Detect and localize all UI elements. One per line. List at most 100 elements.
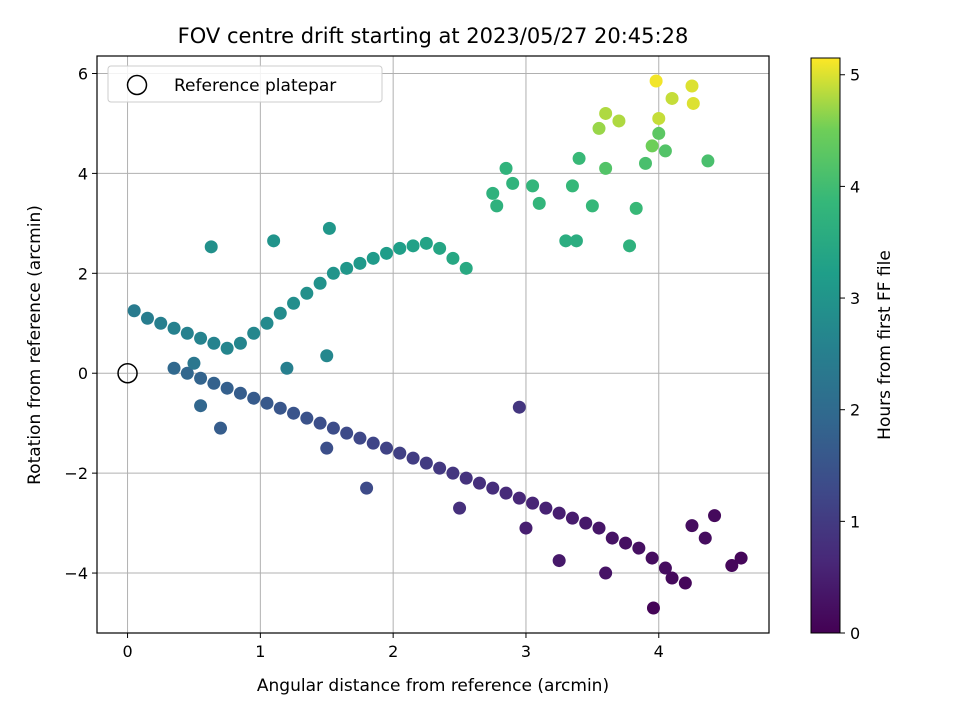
scatter-point bbox=[685, 79, 699, 93]
scatter-point bbox=[140, 311, 154, 325]
x-tick-label: 4 bbox=[654, 642, 664, 661]
scatter-point bbox=[532, 196, 546, 210]
legend-label: Reference platepar bbox=[174, 76, 336, 96]
scatter-point bbox=[638, 156, 652, 170]
scatter-point bbox=[572, 151, 586, 165]
scatter-point bbox=[686, 96, 700, 110]
scatter-point bbox=[180, 366, 194, 380]
scatter-point bbox=[605, 531, 619, 545]
scatter-point bbox=[167, 321, 181, 335]
x-axis: 0 1 2 3 4 bbox=[122, 633, 664, 661]
scatter-point bbox=[698, 531, 712, 545]
scatter-point bbox=[459, 471, 473, 485]
legend-box bbox=[107, 65, 383, 103]
scatter-point bbox=[194, 399, 208, 413]
scatter-point bbox=[599, 566, 613, 580]
scatter-point bbox=[592, 121, 606, 135]
legend: Reference platepar bbox=[107, 65, 383, 103]
scatter-point bbox=[280, 361, 294, 375]
scatter-point bbox=[472, 476, 486, 490]
scatter-point bbox=[322, 221, 336, 235]
y-axis: −4 −2 0 2 4 6 bbox=[64, 64, 97, 583]
scatter-point bbox=[446, 466, 460, 480]
scatter-point bbox=[393, 446, 407, 460]
scatter-point bbox=[658, 144, 672, 158]
scatter-point bbox=[665, 571, 679, 585]
colorbar-axis: 0 1 2 3 4 5 bbox=[840, 66, 860, 643]
scatter-point bbox=[646, 601, 660, 615]
scatter-point bbox=[180, 326, 194, 340]
scatter-point bbox=[486, 481, 500, 495]
scatter-point bbox=[599, 161, 613, 175]
scatter-point bbox=[233, 386, 247, 400]
scatter-point bbox=[214, 421, 228, 435]
y-tick-label: 0 bbox=[78, 364, 88, 383]
scatter-point bbox=[645, 139, 659, 153]
scatter-point bbox=[320, 441, 334, 455]
scatter-point bbox=[632, 541, 646, 555]
scatter-point bbox=[708, 509, 722, 523]
reference-platepar-marker bbox=[117, 362, 138, 384]
scatter-point bbox=[652, 126, 666, 140]
scatter-point bbox=[267, 234, 281, 248]
scatter-point bbox=[313, 276, 327, 290]
plot-frame bbox=[96, 55, 770, 634]
scatter-point bbox=[247, 391, 261, 405]
y-tick-label: −4 bbox=[64, 564, 88, 583]
scatter-point bbox=[459, 261, 473, 275]
scatter-point bbox=[194, 371, 208, 385]
scatter-point bbox=[559, 234, 573, 248]
scatter-point bbox=[433, 461, 447, 475]
scatter-point bbox=[734, 551, 748, 565]
scatter-point bbox=[419, 456, 433, 470]
legend-marker bbox=[126, 74, 148, 96]
y-tick-label: 2 bbox=[78, 264, 88, 283]
scatter-point bbox=[652, 111, 666, 125]
x-tick-label: 1 bbox=[255, 642, 265, 661]
scatter-point bbox=[565, 511, 579, 525]
scatter-point bbox=[260, 316, 274, 330]
scatter-point bbox=[512, 400, 526, 414]
scatter-point bbox=[340, 426, 354, 440]
scatter-point bbox=[453, 501, 467, 515]
scatter-point bbox=[194, 331, 208, 345]
scatter-point bbox=[519, 521, 533, 535]
scatter-point bbox=[592, 521, 606, 535]
scatter-point bbox=[645, 551, 659, 565]
chart-title: FOV centre drift starting at 2023/05/27 … bbox=[178, 24, 689, 48]
scatter-point bbox=[539, 501, 553, 515]
scatter-point bbox=[419, 236, 433, 250]
scatter-point bbox=[490, 199, 504, 213]
scatter-point bbox=[499, 161, 513, 175]
colorbar-tick-label: 4 bbox=[850, 177, 860, 196]
scatter-point bbox=[260, 396, 274, 410]
colorbar-tick-label: 5 bbox=[850, 66, 860, 85]
scatter-point bbox=[486, 186, 500, 200]
scatter-point bbox=[326, 266, 340, 280]
scatter-point bbox=[187, 356, 201, 370]
colorbar-label: Hours from first FF file bbox=[875, 250, 895, 440]
scatter-point bbox=[526, 496, 540, 510]
scatter-point bbox=[353, 256, 367, 270]
x-tick-label: 3 bbox=[521, 642, 531, 661]
colorbar-tick-label: 0 bbox=[850, 624, 860, 643]
scatter-point bbox=[340, 261, 354, 275]
scatter-point bbox=[247, 326, 261, 340]
scatter-point bbox=[665, 91, 679, 105]
scatter-point bbox=[526, 179, 540, 193]
scatter-point bbox=[612, 114, 626, 128]
colorbar bbox=[810, 57, 841, 634]
scatter-point bbox=[360, 481, 374, 495]
scatter-point bbox=[512, 491, 526, 505]
scatter-point bbox=[506, 176, 520, 190]
colorbar-tick-label: 2 bbox=[850, 401, 860, 420]
scatter-point bbox=[406, 239, 420, 253]
y-tick-label: 4 bbox=[78, 164, 88, 183]
scatter-point bbox=[273, 306, 287, 320]
scatter-point bbox=[207, 376, 221, 390]
scatter-point bbox=[127, 304, 141, 318]
scatter-point bbox=[725, 559, 739, 573]
scatter-point bbox=[685, 519, 699, 533]
scatter-point bbox=[433, 241, 447, 255]
scatter-point bbox=[366, 436, 380, 450]
